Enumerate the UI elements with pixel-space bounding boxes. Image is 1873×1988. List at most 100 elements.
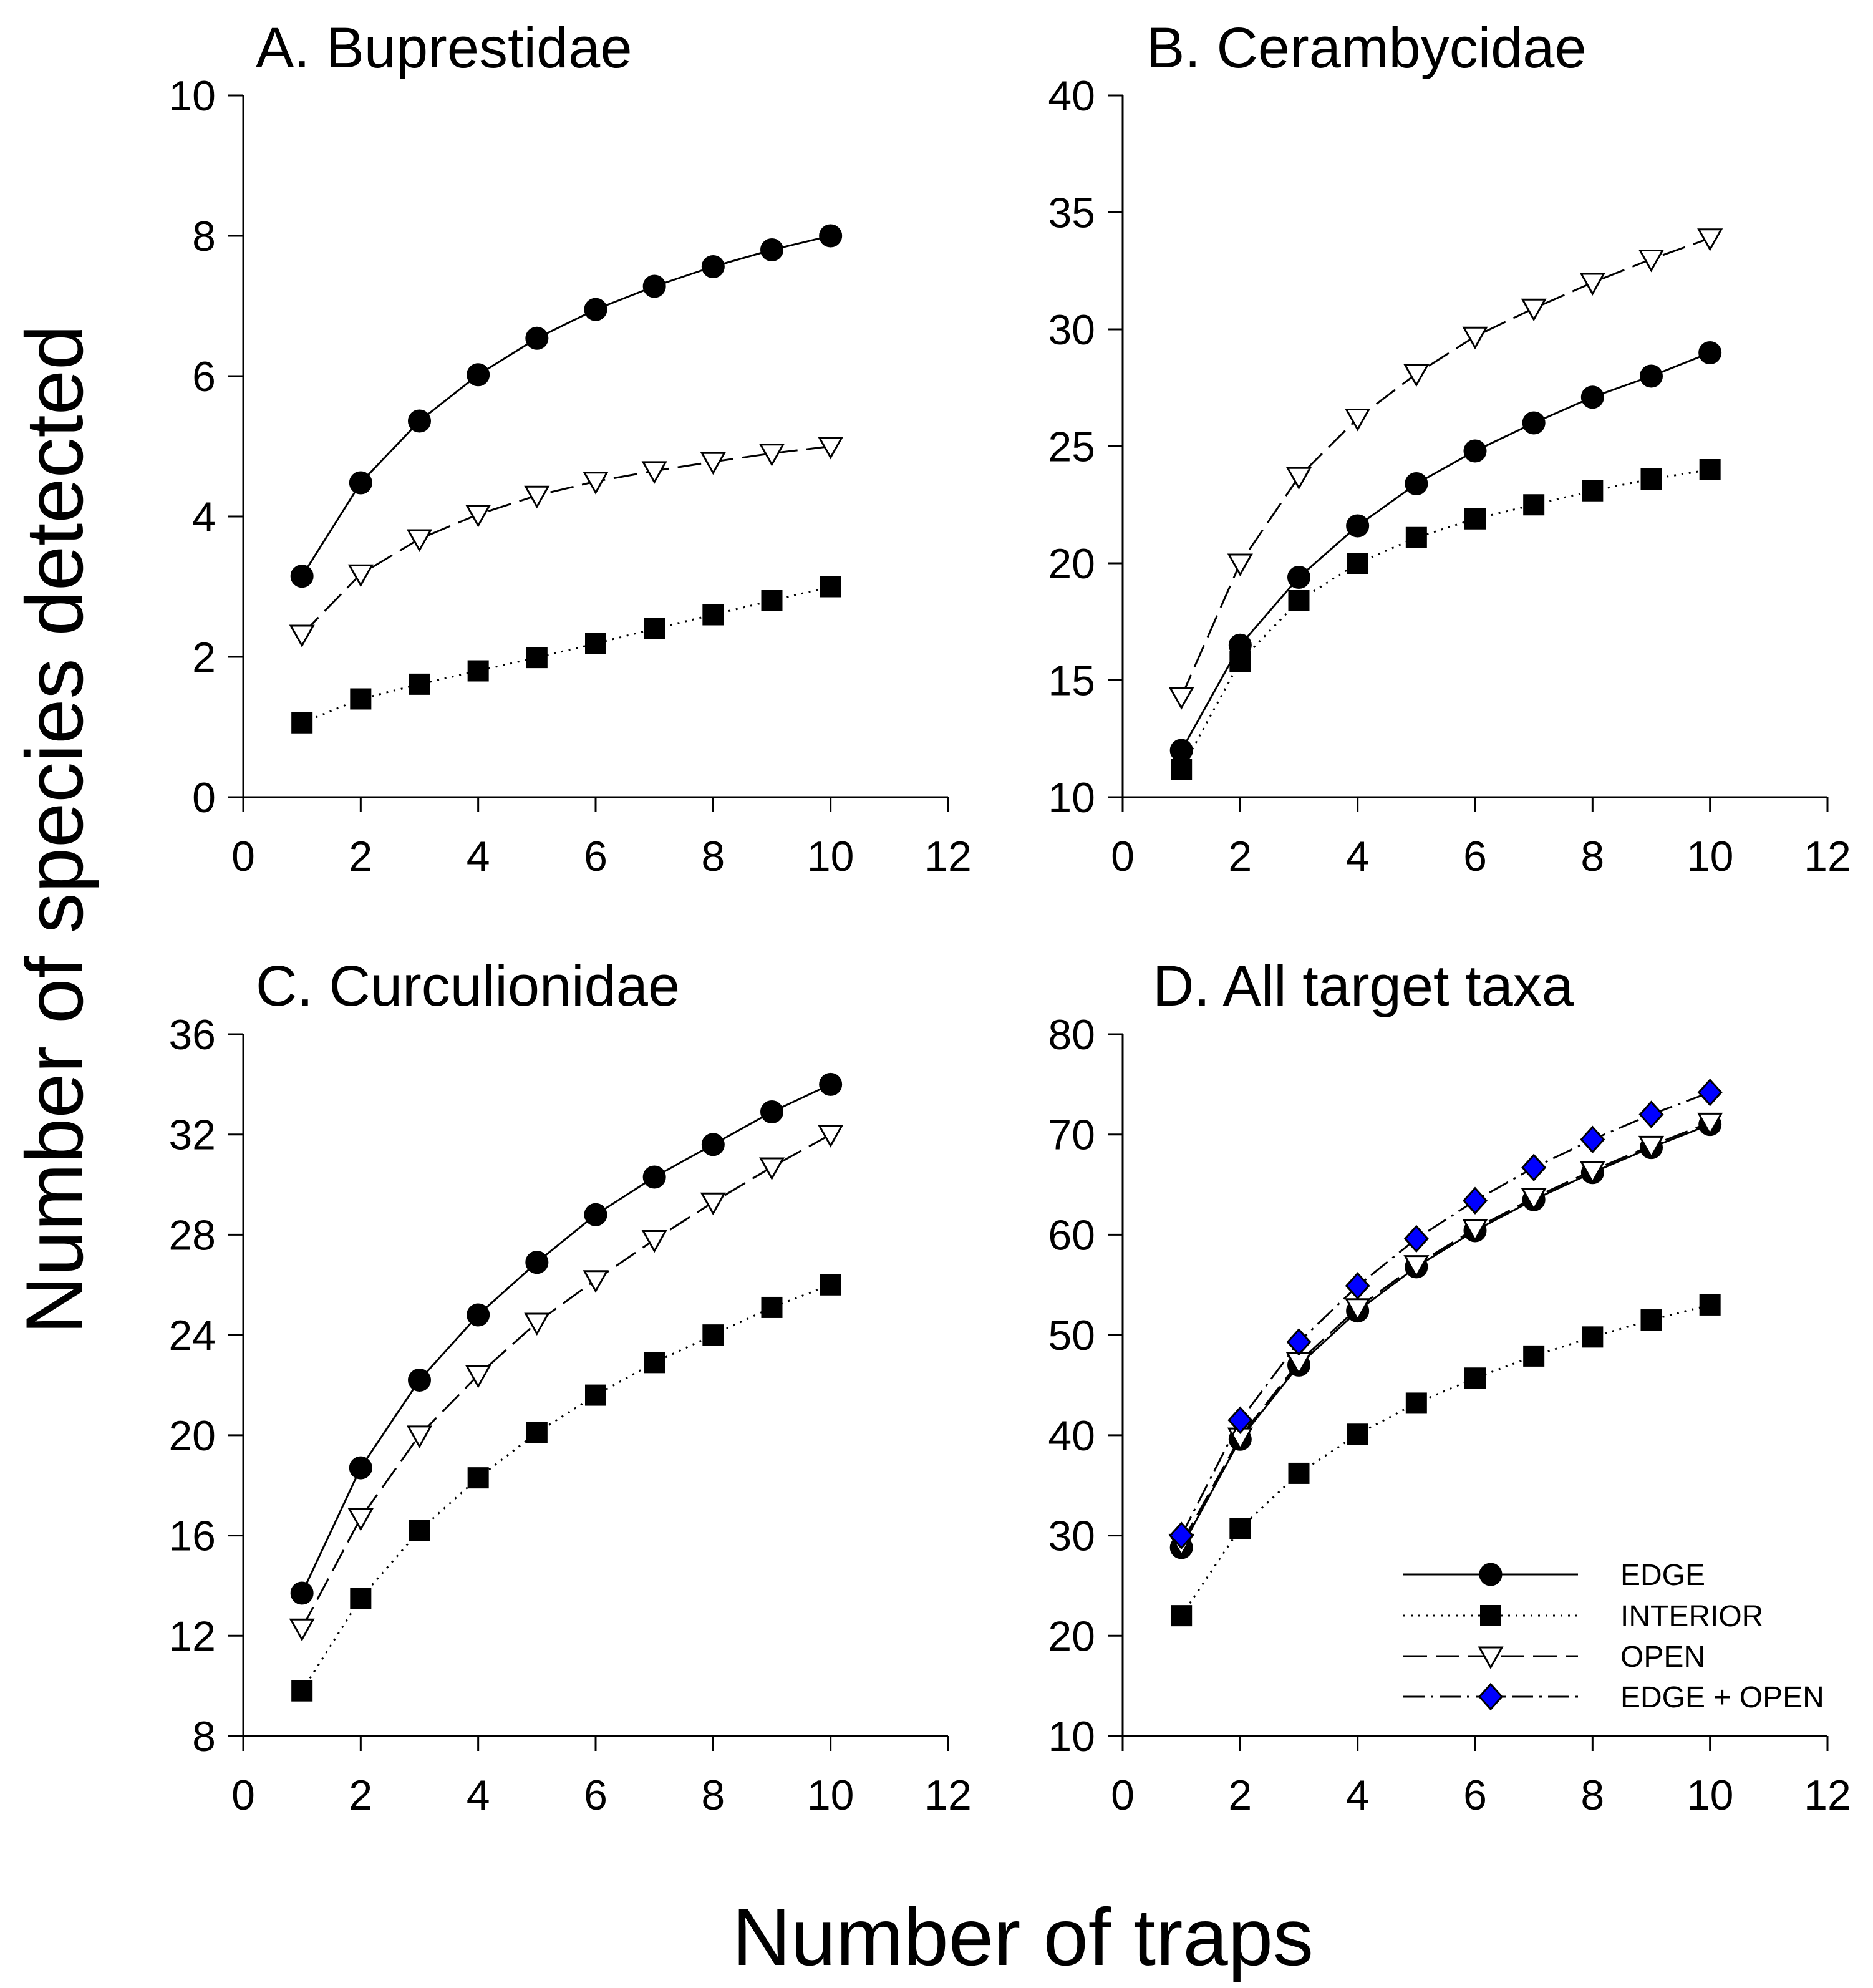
y-axis-title: Number of species detected	[9, 325, 100, 1335]
y-tick-label: 50	[1048, 1312, 1095, 1359]
data-point-edge-open	[1286, 1328, 1312, 1356]
series-line-edge-open	[1180, 1091, 1711, 1536]
legend-marker	[1479, 1563, 1503, 1586]
data-point-open	[583, 1270, 609, 1293]
data-point-edge	[1640, 364, 1663, 388]
y-tick-label: 20	[1048, 1612, 1095, 1660]
panel-title: B. Cerambycidae	[1146, 16, 1587, 80]
x-tick-label: 0	[1111, 1772, 1135, 1819]
data-point-edge	[819, 224, 843, 248]
x-tick-label: 2	[349, 833, 372, 880]
data-point-edge-open	[1345, 1272, 1370, 1300]
data-point-edge	[408, 1368, 431, 1392]
x-tick-label: 4	[467, 833, 490, 880]
data-point-open	[406, 1425, 433, 1448]
data-point-open	[641, 1229, 667, 1253]
data-point-interior	[1288, 590, 1310, 611]
y-tick-label: 12	[168, 1612, 216, 1660]
legend-label: EDGE + OPEN	[1620, 1681, 1824, 1714]
x-tick-label: 8	[701, 833, 725, 880]
data-point-open	[641, 461, 667, 484]
data-point-edge-open	[1403, 1224, 1429, 1253]
data-point-open	[1403, 364, 1430, 387]
data-point-interior	[702, 1324, 724, 1346]
series-interior	[291, 1274, 841, 1702]
data-point-edge-open	[1521, 1153, 1547, 1181]
data-point-interior	[644, 618, 665, 639]
x-tick-label: 0	[231, 1772, 255, 1819]
x-tick-label: 4	[1346, 833, 1370, 880]
data-point-interior	[1405, 526, 1427, 548]
legend-marker	[1478, 1682, 1504, 1711]
legend-entry-edge: EDGE	[1403, 1559, 1705, 1592]
data-point-interior	[1229, 651, 1251, 672]
data-point-interior	[1464, 1367, 1486, 1389]
y-tick-label: 20	[1048, 540, 1095, 588]
data-point-interior	[1582, 1326, 1604, 1348]
data-point-interior	[761, 590, 783, 611]
series-open	[1168, 228, 1723, 710]
data-point-open	[1638, 1135, 1665, 1159]
series-line-open	[301, 445, 831, 636]
series-interior	[1171, 1294, 1721, 1627]
data-point-interior	[1171, 1605, 1193, 1627]
data-point-edge-open	[1638, 1100, 1664, 1128]
data-point-interior	[1229, 1518, 1251, 1539]
data-point-open	[1638, 250, 1665, 273]
data-point-interior	[291, 712, 313, 734]
series-line-edge	[1180, 1123, 1711, 1548]
data-point-edge	[1346, 514, 1370, 538]
x-tick-label: 8	[1580, 1772, 1604, 1819]
panel-d-all-target-taxa: D. All target taxa 10 20 30 40 50 60 70 80 0 2 4 6 8 1…	[1048, 954, 1851, 1819]
data-point-interior	[1347, 553, 1368, 574]
y-tick-label: 32	[168, 1112, 216, 1159]
series-edge-open	[1169, 1078, 1723, 1549]
y-tick-label: 30	[1048, 306, 1095, 354]
data-point-open	[1697, 1112, 1723, 1136]
data-point-edge	[642, 274, 666, 298]
data-point-edge	[290, 1581, 314, 1605]
data-point-interior	[1171, 759, 1193, 780]
y-tick-label: 25	[1048, 424, 1095, 471]
legend-entry-edge-open: EDGE + OPEN	[1403, 1681, 1824, 1714]
y-tick-label: 35	[1048, 190, 1095, 237]
data-point-open	[1285, 467, 1312, 490]
x-tick-label: 8	[701, 1772, 725, 1819]
legend-marker	[1480, 1605, 1501, 1626]
series-line-interior	[1180, 468, 1710, 770]
data-point-interior	[820, 1274, 841, 1296]
x-tick-label: 6	[1463, 1772, 1487, 1819]
series-line-open	[301, 1133, 831, 1629]
x-tick-label: 10	[1687, 833, 1734, 880]
data-point-interior	[761, 1296, 783, 1318]
y-tick-label: 4	[192, 493, 216, 541]
series-open	[289, 437, 844, 648]
x-tick-label: 10	[807, 1772, 854, 1819]
data-point-open	[1579, 1161, 1605, 1184]
data-point-interior	[585, 1384, 606, 1406]
y-tick-label: 30	[1048, 1513, 1095, 1560]
data-point-open	[1462, 1219, 1488, 1242]
y-tick-label: 8	[192, 1713, 216, 1760]
data-point-open	[1345, 409, 1371, 432]
data-point-edge	[525, 326, 549, 350]
y-tick-label: 10	[1048, 774, 1095, 822]
legend-entry-open: OPEN	[1403, 1641, 1705, 1674]
data-point-edge	[1405, 472, 1428, 495]
data-point-open	[1462, 326, 1488, 350]
legend-label: INTERIOR	[1620, 1600, 1763, 1633]
data-point-open	[818, 1125, 844, 1148]
data-point-interior	[409, 1520, 430, 1541]
y-tick-label: 24	[168, 1312, 216, 1359]
data-point-interior	[820, 576, 841, 598]
data-point-open	[1697, 228, 1723, 251]
data-point-edge-open	[1462, 1186, 1488, 1215]
x-tick-label: 8	[1580, 833, 1604, 880]
data-point-edge	[349, 471, 372, 495]
data-point-interior	[1523, 1345, 1545, 1367]
data-point-edge	[642, 1165, 666, 1189]
